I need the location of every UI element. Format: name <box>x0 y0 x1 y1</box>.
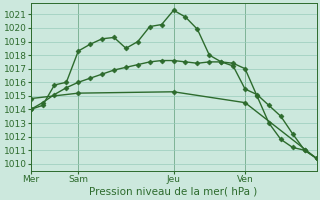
X-axis label: Pression niveau de la mer( hPa ): Pression niveau de la mer( hPa ) <box>90 187 258 197</box>
